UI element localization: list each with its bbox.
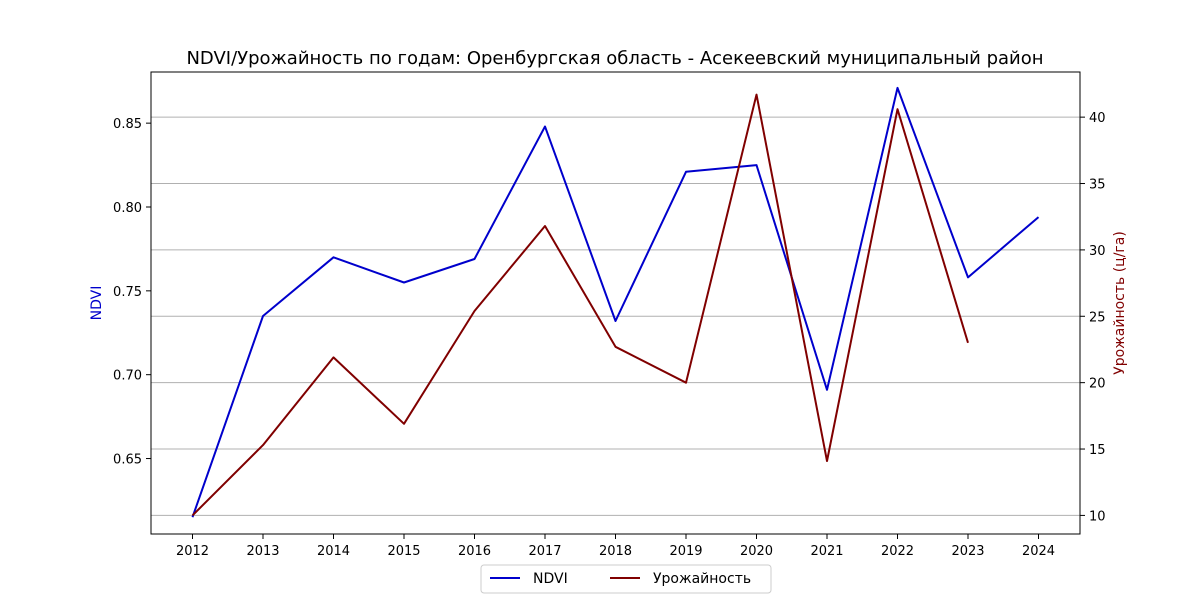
x-tick-label: 2020 — [740, 544, 773, 559]
y-left-tick-label: 0.65 — [113, 453, 142, 468]
y-axis-left-label: NDVI — [89, 286, 105, 321]
x-tick-label: 2022 — [881, 544, 914, 559]
y-right-tick-label: 20 — [1089, 377, 1106, 392]
x-tick-label: 2021 — [810, 544, 843, 559]
x-tick-label: 2023 — [951, 544, 984, 559]
y-left-tick-label: 0.70 — [113, 369, 142, 384]
legend-label-yield: Урожайность — [653, 571, 751, 587]
x-tick-label: 2012 — [176, 544, 209, 559]
y-axis-left: 0.65 0.70 0.75 0.80 0.85 — [113, 117, 151, 468]
x-tick-label: 2024 — [1022, 544, 1055, 559]
y-left-tick-label: 0.75 — [113, 285, 142, 300]
y-axis-right-label: Урожайность (ц/га) — [1112, 231, 1128, 375]
series-line-ndvi — [191, 86, 1040, 518]
y-left-tick-label: 0.80 — [113, 201, 142, 216]
legend-label-ndvi: NDVI — [533, 571, 568, 587]
x-tick-label: 2014 — [317, 544, 350, 559]
x-tick-label: 2017 — [528, 544, 561, 559]
y-right-tick-label: 10 — [1089, 509, 1106, 524]
x-tick-label: 2016 — [458, 544, 491, 559]
series-line-yield — [191, 93, 969, 517]
x-tick-label: 2013 — [246, 544, 279, 559]
x-tick-label: 2018 — [599, 544, 632, 559]
x-axis: 2012 2013 2014 2015 2016 2017 2018 2019 2020 2021… — [176, 534, 1055, 559]
y-right-tick-label: 15 — [1089, 443, 1106, 458]
y-right-tick-label: 30 — [1089, 244, 1106, 259]
y-right-tick-label: 25 — [1089, 310, 1106, 325]
y-right-tick-label: 40 — [1089, 111, 1106, 126]
legend: NDVI Урожайность — [480, 564, 772, 594]
x-tick-label: 2019 — [669, 544, 702, 559]
series-layer — [191, 86, 1040, 518]
x-tick-label: 2015 — [387, 544, 420, 559]
chart-title: NDVI/Урожайность по годам: Оренбургская … — [186, 48, 1043, 69]
y-right-tick-label: 35 — [1089, 178, 1106, 193]
y-left-tick-label: 0.85 — [113, 117, 142, 132]
plot-frame — [150, 71, 1081, 535]
y-axis-right: 10 15 20 25 30 35 40 — [1080, 111, 1106, 524]
grid — [151, 116, 1080, 516]
